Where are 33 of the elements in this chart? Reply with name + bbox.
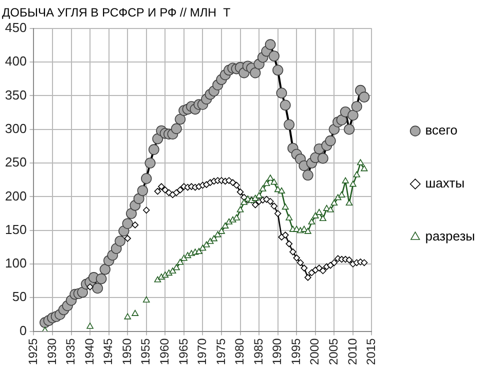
x-tick-label: 2000	[308, 338, 322, 366]
x-tick-label: 1955	[138, 338, 153, 366]
x-tick-label: 1995	[288, 338, 303, 366]
y-tick-label: 150	[4, 222, 27, 237]
legend-label: шахты	[425, 176, 465, 191]
chart-title: ДОБЫЧА УГЛЯ В РСФСР И РФ // МЛН Т	[2, 6, 232, 20]
x-tick-label: 1985	[251, 338, 266, 366]
x-tick-label: 1950	[120, 338, 134, 366]
x-tick-label: 1965	[176, 338, 190, 366]
legend-label: разрезы	[425, 228, 476, 244]
y-tick-label: 400	[4, 54, 27, 69]
x-tick-label: 2005	[326, 338, 340, 366]
y-tick-label: 350	[4, 87, 27, 102]
x-tick-label: 1975	[214, 338, 228, 366]
x-tick-label: 1925	[26, 338, 40, 366]
x-tick-label: 2015	[364, 338, 378, 366]
x-tick-label: 1940	[82, 338, 96, 366]
x-tick-label: 2010	[345, 338, 360, 366]
y-tick-label: 200	[4, 188, 27, 204]
y-tick-label: 300	[4, 120, 27, 136]
legend-label: всего	[425, 122, 458, 138]
x-tick-label: 1990	[270, 338, 284, 366]
y-tick-label: 450	[4, 20, 27, 35]
x-tick-label: 1935	[64, 338, 78, 366]
y-tick-label: 50	[12, 289, 27, 304]
x-tick-label: 1960	[157, 338, 172, 366]
y-tick-label: 0	[19, 322, 27, 338]
x-tick-label: 1970	[195, 338, 210, 366]
x-tick-label: 1930	[44, 338, 59, 366]
x-tick-label: 1980	[232, 338, 247, 366]
y-tick-label: 250	[4, 154, 27, 170]
y-tick-label: 100	[4, 256, 27, 271]
x-tick-label: 1945	[101, 338, 116, 366]
